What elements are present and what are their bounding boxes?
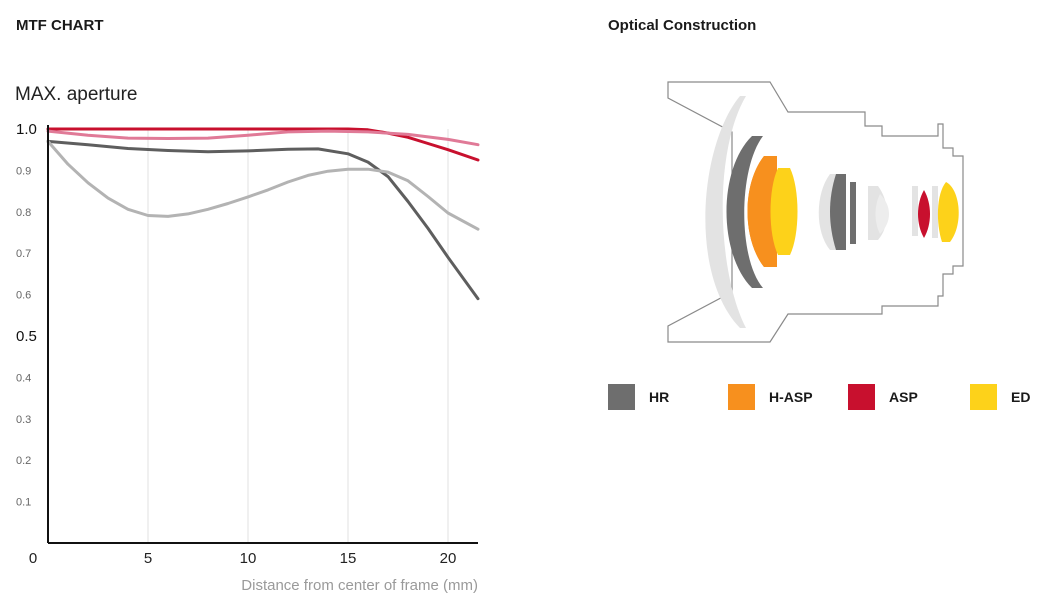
x-tick-label: 20 [440, 550, 457, 567]
x-tick-label: 5 [144, 550, 152, 567]
y-tick-label: 0.3 [16, 414, 31, 426]
hasp-element-inner [747, 156, 777, 267]
ed-element-2 [937, 182, 959, 242]
legend-item-ed: ED [970, 384, 1030, 410]
asp-element [918, 190, 930, 238]
y-tick-label: 0.9 [16, 165, 31, 177]
hr-element-2 [830, 174, 846, 250]
front-meniscus-plain [705, 96, 746, 328]
legend-swatch-ed [970, 384, 997, 410]
legend-item-hr: HR [608, 384, 669, 410]
y-tick-label: 0.2 [16, 455, 31, 467]
hr-element-1 [726, 136, 763, 288]
mtf-chart-heading: MTF CHART [16, 17, 104, 34]
chart-grid [147, 129, 449, 543]
legend-label-hr: HR [649, 389, 670, 405]
y-tick-label: 0.4 [16, 372, 31, 384]
legend-swatch-hr [608, 384, 635, 410]
ed-element-1 [770, 168, 798, 255]
x-axis-label: Distance from center of frame (mm) [241, 577, 478, 594]
x-tick-label: 15 [340, 550, 357, 567]
x-tick-label: 10 [240, 550, 257, 567]
legend-label-h-asp: H-ASP [769, 389, 813, 405]
hr-element-3 [850, 182, 856, 244]
chart-series-group [46, 127, 480, 301]
plain-element-5 [912, 186, 918, 236]
legend-swatch-h-asp [728, 384, 755, 410]
y-tick-label: 0.5 [16, 328, 37, 345]
legend-label-ed: ED [1011, 389, 1031, 405]
series-line-2 [46, 129, 480, 147]
legend-swatch-asp [848, 384, 875, 410]
y-tick-label: 0.7 [16, 248, 31, 260]
chart-axes [47, 125, 478, 544]
legend-label-asp: ASP [889, 389, 918, 405]
optical-construction-diagram [667, 81, 964, 343]
y-tick-label: 0.6 [16, 290, 31, 302]
y-tick-label: 0.8 [16, 207, 31, 219]
chart-tick-labels: 1.0 0.9 0.8 0.7 0.6 0.5 0.4 0.3 0.2 0.1 0 5 10 15 20 [16, 121, 456, 567]
optical-construction-heading: Optical Construction [608, 17, 757, 34]
series-line-3 [46, 139, 480, 301]
lens-barrel-outline [667, 81, 964, 343]
x-tick-label: 0 [29, 550, 37, 567]
plain-element-6 [932, 186, 938, 238]
plain-element-4 [875, 194, 889, 234]
chart-title: MAX. aperture [15, 84, 138, 105]
legend-item-asp: ASP [848, 384, 918, 410]
y-tick-label: 1.0 [16, 121, 37, 138]
mtf-chart: 1.0 0.9 0.8 0.7 0.6 0.5 0.4 0.3 0.2 0.1 0 5 10 15 20 D… [16, 121, 480, 594]
legend-item-h-asp: H-ASP [728, 384, 813, 410]
y-tick-label: 0.1 [16, 497, 31, 509]
series-line-1 [46, 127, 480, 162]
series-line-4 [46, 139, 480, 231]
